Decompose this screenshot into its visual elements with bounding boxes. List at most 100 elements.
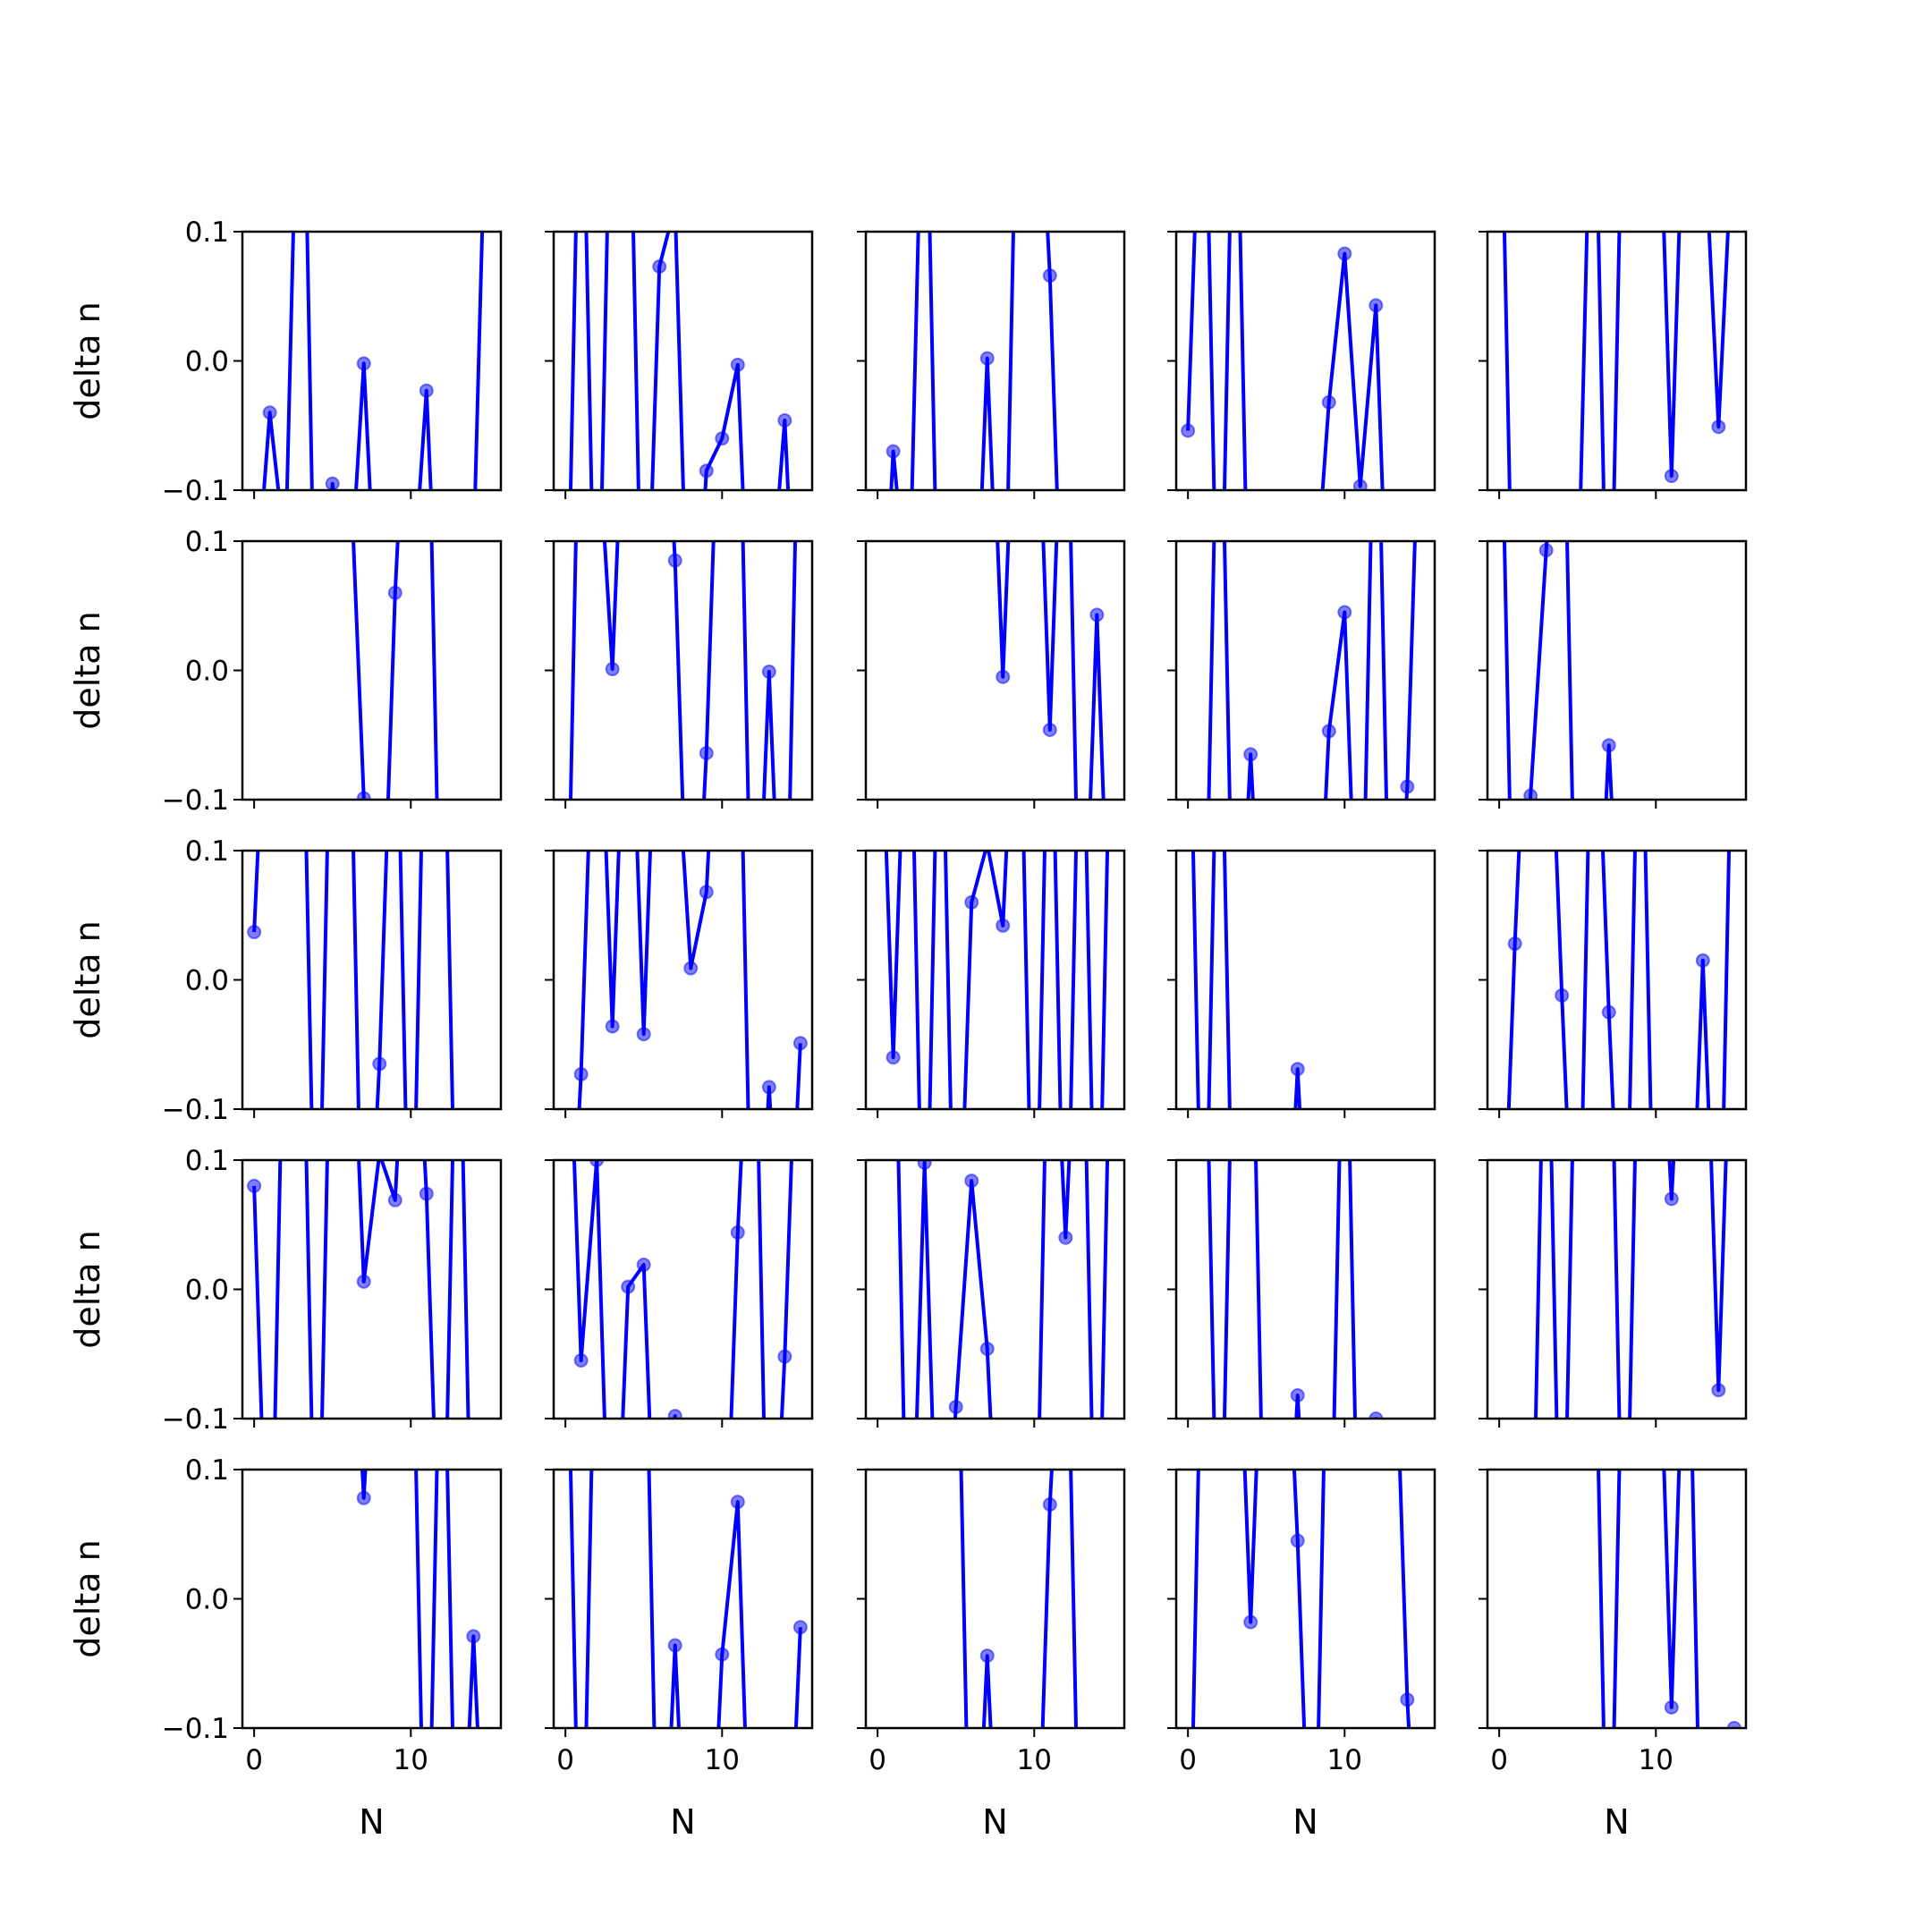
data-point <box>1385 1671 1398 1683</box>
data-point <box>310 276 323 289</box>
y-tick-label: 0.1 <box>185 1145 229 1177</box>
data-point <box>1354 1205 1367 1217</box>
y-tick-label: −0.1 <box>162 475 229 507</box>
data-point <box>1509 1671 1521 1683</box>
data-point <box>1400 779 1415 794</box>
subplot <box>1167 849 1436 1374</box>
data-point <box>1634 586 1647 598</box>
data-point <box>1417 276 1429 289</box>
y-tick-label: 0.1 <box>185 526 229 558</box>
data-point <box>1106 1052 1119 1064</box>
x-tick-label: 10 <box>1017 1744 1052 1776</box>
plot-area <box>959 1470 1078 1728</box>
data-point <box>886 1050 901 1065</box>
data-point <box>1681 1205 1693 1217</box>
data-point <box>1323 1671 1335 1683</box>
data-point <box>902 276 915 289</box>
data-point <box>934 276 946 289</box>
data-point <box>964 1174 979 1189</box>
data-point <box>1089 607 1105 623</box>
data-point <box>1275 1671 1288 1683</box>
data-point <box>590 586 603 598</box>
data-point <box>747 895 759 908</box>
data-line <box>1597 1470 1734 1728</box>
data-point <box>1181 423 1196 438</box>
data-point <box>295 276 308 289</box>
data-point <box>404 614 417 626</box>
data-point <box>1572 614 1584 626</box>
data-point <box>1213 742 1225 755</box>
data-point <box>1618 1671 1631 1683</box>
data-point <box>996 918 1011 933</box>
data-point <box>1290 1533 1305 1548</box>
plot-area <box>1191 851 1305 1374</box>
data-point <box>979 1648 995 1664</box>
plot-area <box>1493 586 1732 1374</box>
data-point <box>1229 1361 1241 1374</box>
data-point <box>262 405 277 420</box>
data-point <box>1182 1052 1194 1064</box>
data-point <box>1681 1361 1693 1374</box>
data-point <box>279 548 292 561</box>
data-point <box>1601 738 1616 753</box>
data-point <box>1728 97 1741 109</box>
data-point <box>1555 276 1568 289</box>
data-point <box>1385 1205 1398 1217</box>
data-point <box>638 276 650 289</box>
data-point <box>1013 586 1025 598</box>
data-point <box>310 1205 323 1217</box>
data-point <box>1726 1721 1741 1728</box>
data-point <box>1540 895 1553 908</box>
data-point <box>1587 1205 1599 1217</box>
data-point <box>1493 1671 1505 1683</box>
data-point <box>700 1671 713 1683</box>
plot-area <box>572 895 793 1683</box>
data-point <box>1058 1230 1073 1245</box>
subplot <box>857 1158 1126 1428</box>
data-point <box>404 276 417 289</box>
subplot <box>1167 276 1436 1064</box>
data-point <box>1059 276 1072 289</box>
data-point <box>794 276 807 289</box>
plot-area <box>902 276 1119 1064</box>
y-tick-label: 0.0 <box>185 346 229 378</box>
data-line <box>252 1160 470 1419</box>
axes-frame <box>241 1468 503 1730</box>
x-tick-label: 0 <box>245 1744 263 1776</box>
data-point <box>1354 1052 1367 1064</box>
x-tick-label: 0 <box>1179 1744 1197 1776</box>
data-point <box>387 1192 402 1208</box>
y-axis-label: delta n <box>68 611 107 729</box>
plot-area <box>1493 895 1728 1683</box>
y-axis-label: delta n <box>68 1230 107 1348</box>
x-tick-label: 10 <box>1327 1744 1362 1776</box>
data-point <box>573 1352 589 1368</box>
data-line <box>959 1470 1078 1728</box>
data-point <box>358 1361 370 1374</box>
data-point <box>325 476 340 490</box>
data-point <box>1338 895 1351 908</box>
data-point <box>1697 895 1709 908</box>
data-point <box>1695 953 1710 968</box>
data-point <box>1493 1361 1505 1374</box>
y-tick-label: 0.0 <box>185 1275 229 1307</box>
data-point <box>1213 276 1225 289</box>
x-tick-label: 0 <box>556 1744 574 1776</box>
data-point <box>948 1399 963 1414</box>
data-point <box>1618 1205 1631 1217</box>
data-point <box>622 1205 634 1217</box>
data-point <box>559 1052 572 1064</box>
data-point <box>1665 1052 1678 1064</box>
data-point <box>1417 742 1429 755</box>
data-point <box>716 276 728 289</box>
data-point <box>605 1019 620 1034</box>
data-point <box>761 1080 776 1095</box>
data-point <box>1555 1205 1568 1217</box>
data-point <box>264 276 276 289</box>
plot-area <box>247 1160 470 1419</box>
data-point <box>1352 479 1368 490</box>
data-point <box>1507 936 1522 952</box>
data-line <box>568 232 791 490</box>
x-axis-label: N <box>982 1802 1007 1842</box>
